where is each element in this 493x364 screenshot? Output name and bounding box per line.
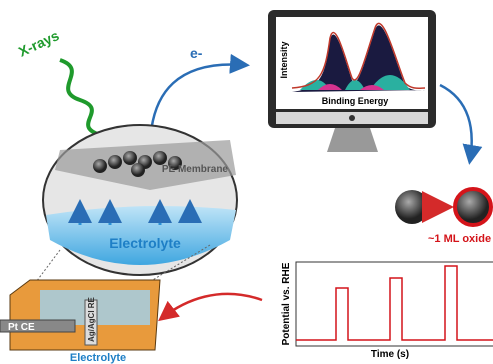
potential-x-label: Time (s): [371, 349, 409, 360]
electrolyte-label: Electrolyte: [109, 235, 181, 251]
potential-y-label: Potential vs. RHE: [281, 262, 292, 345]
particle-before: [395, 190, 429, 224]
graphical-abstract: X-rays e- PE Membrane Electrolyte Intens…: [0, 0, 493, 364]
analysis-arrow: [440, 85, 472, 160]
membrane-label: PE Membrane: [162, 164, 229, 175]
control-arrow: [162, 294, 262, 318]
monitor-button: [349, 115, 355, 121]
pt-ce-label: Pt CE: [8, 322, 35, 333]
electron-label: e-: [190, 45, 203, 61]
re-label: Ag/AgCl RE: [87, 296, 96, 342]
xray-label: X-rays: [16, 27, 62, 60]
oxide-label: ~1 ML oxide: [428, 233, 491, 245]
monitor-stand: [327, 128, 378, 152]
potential-plot: [296, 262, 493, 346]
particle-after: [455, 189, 491, 225]
spectrum-x-label: Binding Energy: [322, 96, 389, 106]
spectrum-y-label: Intensity: [279, 41, 289, 78]
cell-electrolyte-label: Electrolyte: [70, 352, 126, 364]
